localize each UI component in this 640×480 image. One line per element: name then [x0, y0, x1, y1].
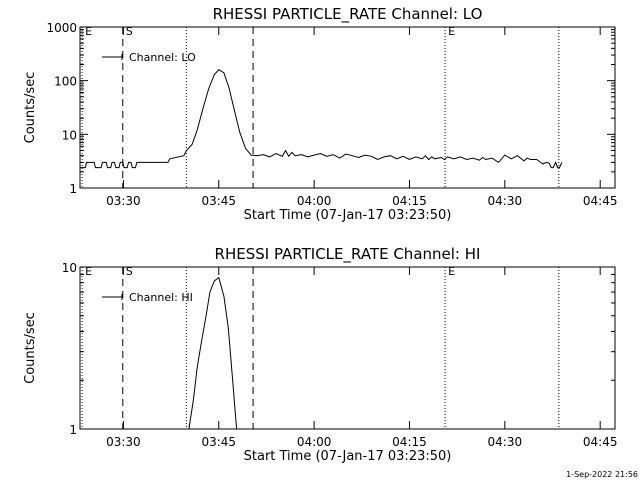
chart-0-xtick-label-0: 03:30	[106, 194, 141, 208]
chart-1-ytick-label-1: 10	[62, 261, 77, 275]
chart-0-xtick-label-1: 03:45	[201, 194, 236, 208]
chart-0-marker-label-4: E	[448, 25, 455, 38]
chart-1-title: RHESSI PARTICLE_RATE Channel: HI	[215, 245, 481, 264]
chart-1-xtick-label-2: 04:00	[297, 435, 332, 449]
chart-1-xtick-label-5: 04:45	[583, 435, 618, 449]
chart-0-marker-label-0: E	[85, 25, 92, 38]
chart-0-ylabel: Counts/sec	[23, 72, 38, 144]
chart-1-marker-label-1: S	[126, 265, 133, 278]
chart-0-ytick-label-0: 1	[69, 182, 77, 196]
chart-1-ylabel: Counts/sec	[23, 312, 38, 384]
chart-0-series-line-0	[80, 69, 563, 169]
chart-0-xtick-label-4: 04:30	[488, 194, 523, 208]
chart-0-title: RHESSI PARTICLE_RATE Channel: LO	[213, 5, 483, 24]
chart-1-ytick-label-0: 1	[69, 423, 77, 437]
hi-channel-panel: RHESSI PARTICLE_RATE Channel: HI 1 10 03:30…	[23, 245, 617, 464]
chart-1-frame	[79, 266, 616, 430]
chart-0-marker-label-1: S	[126, 25, 133, 38]
chart-0-xtick-label-2: 04:00	[297, 194, 332, 208]
chart-0-ytick-label-2: 100	[54, 75, 77, 89]
chart-1-xtick-label-4: 04:30	[488, 435, 523, 449]
chart-1-xtick-label-0: 03:30	[106, 435, 141, 449]
chart-1-xtick-label-3: 04:15	[392, 435, 427, 449]
chart-1-xlabel: Start Time (07-Jan-17 03:23:50)	[244, 449, 452, 464]
chart-0-ytick-label-3: 1000	[46, 21, 77, 35]
chart-1-legend-label: Channel: HI	[129, 291, 193, 304]
chart-0-xtick-label-3: 04:15	[392, 194, 427, 208]
chart-1-xtick-label-1: 03:45	[201, 435, 236, 449]
chart-1-marker-label-4: E	[448, 265, 455, 278]
chart-1-series-line-0	[188, 276, 238, 430]
timestamp: 1-Sep-2022 21:56	[566, 470, 638, 479]
chart-0-legend-label: Channel: LO	[129, 51, 196, 64]
lo-channel-panel: RHESSI PARTICLE_RATE Channel: LO 1 10 100 10…	[23, 5, 617, 223]
chart-0-xlabel: Start Time (07-Jan-17 03:23:50)	[244, 208, 452, 223]
chart-0-xtick-label-5: 04:45	[583, 194, 618, 208]
chart-1-marker-label-0: E	[85, 265, 92, 278]
chart-0-frame	[79, 26, 616, 189]
chart-0-ytick-label-1: 10	[62, 128, 77, 142]
